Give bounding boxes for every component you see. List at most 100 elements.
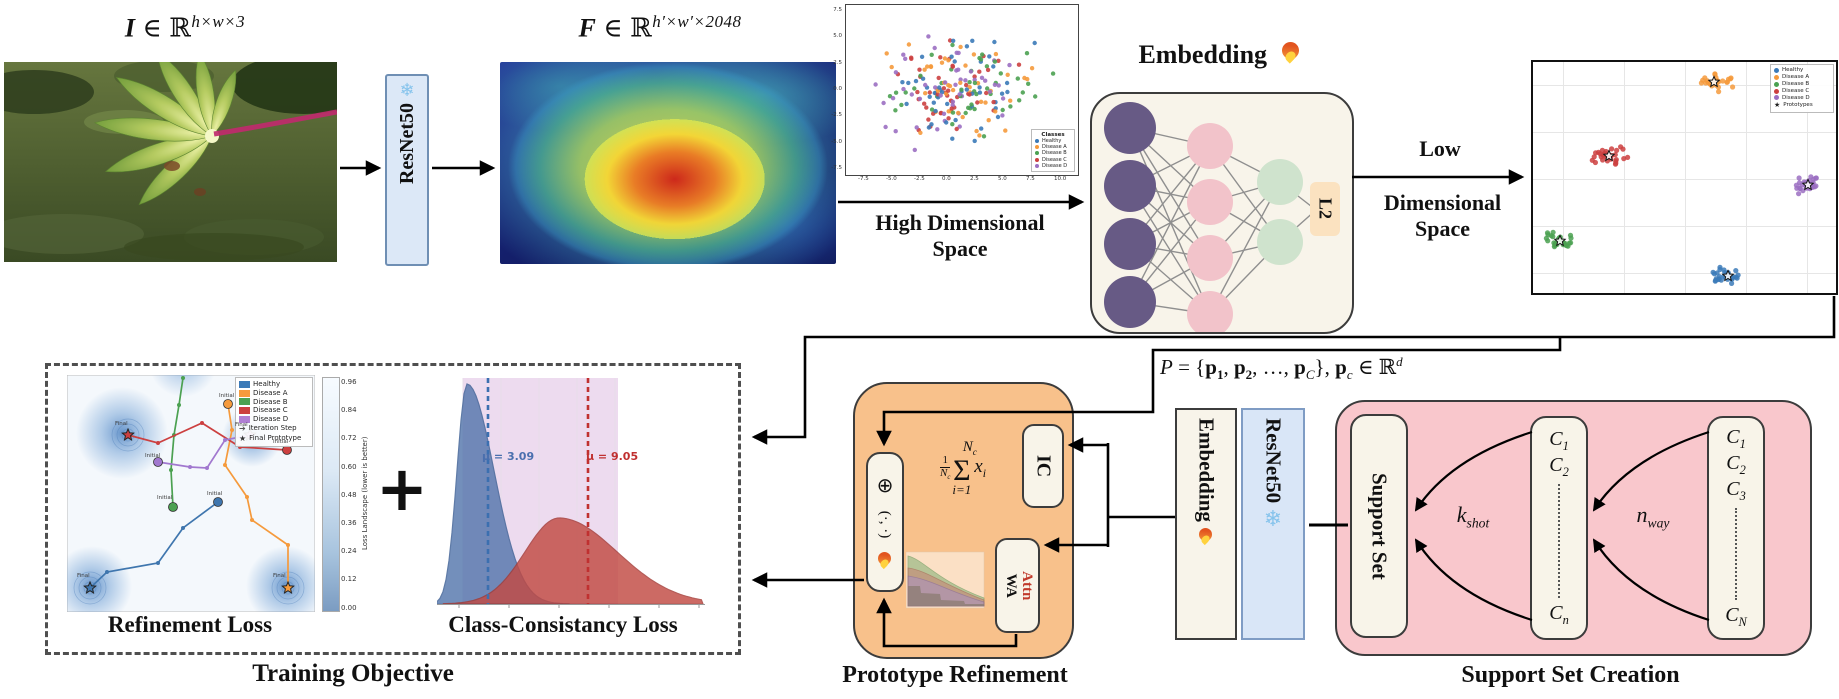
trajectory-annotation: Initial bbox=[207, 491, 223, 497]
x-tick: 10.0 bbox=[1054, 176, 1067, 182]
resnet50-frozen-block: ❄ ResNet50 bbox=[385, 74, 429, 266]
mean-fraction: 1 Nc bbox=[940, 453, 951, 481]
embedding-bar: Embedding bbox=[1175, 408, 1237, 640]
resnet50-bar: ResNet50 ❄ bbox=[1241, 408, 1305, 640]
x-tick: 0.0 bbox=[942, 176, 951, 182]
x-tick: 7.5 bbox=[1026, 176, 1035, 182]
legend-item: Disease D bbox=[1774, 95, 1830, 102]
input-tensor-label: I ∈ ℝh×w×3 bbox=[124, 12, 246, 43]
legend-item: Disease A bbox=[1035, 144, 1071, 150]
legend-item: Disease C bbox=[1774, 88, 1830, 95]
prototype-set-formula: P = {p1, p2, …, pC}, pc ∈ ℝd bbox=[1160, 354, 1403, 383]
resnet50-bar-label: ResNet50 bbox=[1261, 418, 1286, 504]
legend-item: Healthy bbox=[1774, 67, 1830, 74]
trajectory-annotation: Final bbox=[235, 422, 248, 428]
embedding-network-box: L2 bbox=[1090, 92, 1354, 334]
trajectory-annotation: Initial bbox=[219, 393, 235, 399]
support-set-pill: Support Set bbox=[1350, 414, 1408, 638]
lowdim-arrow-label-line1: Low bbox=[1419, 136, 1461, 161]
refinement-loss-plot: Healthy Disease A Disease B Disease C Diseas… bbox=[52, 329, 326, 626]
y-tick: 2.5 bbox=[833, 59, 842, 66]
x-tick: 2.5 bbox=[970, 176, 979, 182]
loss-colorbar-label: Loss Landscape (lower is better) bbox=[361, 436, 369, 551]
highdim-legend: Classes Healthy Disease A Disease B Disease… bbox=[1031, 128, 1075, 172]
class-entry: C2 bbox=[1549, 454, 1569, 479]
trajectory-annotation: Final bbox=[77, 573, 90, 579]
class-entry: C2 bbox=[1726, 452, 1746, 477]
legend-item: Healthy bbox=[1035, 138, 1071, 144]
trajectory-annotation: Initial bbox=[157, 495, 173, 501]
flame-icon bbox=[1282, 42, 1302, 66]
highdim-x-axis: -7.5 -5.0 -2.5 0.0 2.5 5.0 7.5 10.0 bbox=[846, 176, 1078, 184]
colorbar-tick: 0.72 bbox=[341, 434, 357, 443]
y-tick: 5.0 bbox=[833, 33, 842, 40]
legend-item: Disease C bbox=[1035, 157, 1071, 163]
class-entry: Cn bbox=[1549, 602, 1569, 627]
y-tick: -5.0 bbox=[831, 138, 842, 145]
colorbar-tick: 0.48 bbox=[341, 490, 357, 499]
highdim-y-axis: 7.5 5.0 2.5 0.0 -2.5 -5.0 -7.5 bbox=[827, 5, 844, 175]
legend-item: Disease B bbox=[239, 398, 309, 407]
lowdim-arrow-label: Dimensional Space bbox=[1355, 190, 1530, 243]
colorbar-tick: 0.96 bbox=[341, 378, 357, 386]
support-set-label: Support Set bbox=[1367, 472, 1392, 580]
legend-item: ★ Final Prototype bbox=[239, 433, 302, 443]
training-objective-caption: Training Objective bbox=[252, 660, 454, 687]
legend-item: Disease A bbox=[239, 389, 309, 398]
prototype-refinement-caption: Prototype Refinement bbox=[842, 662, 1068, 688]
loss-colorbar-ticks: 0.96 0.84 0.72 0.60 0.48 0.36 0.24 0.12 0.00 bbox=[341, 377, 371, 612]
class-entry: C1 bbox=[1549, 428, 1569, 453]
plus-operator: + bbox=[376, 452, 428, 525]
colorbar-tick: 0.12 bbox=[341, 575, 357, 584]
class-consistency-plot bbox=[436, 372, 707, 615]
ic-label: IC bbox=[1032, 454, 1055, 478]
legend-item: Healthy bbox=[239, 380, 309, 389]
sampled-classes-column: C1 C2 Cn bbox=[1530, 416, 1588, 640]
flame-icon bbox=[878, 552, 893, 571]
legend-item: Disease D bbox=[1035, 163, 1071, 169]
resnet50-label: ResNet50 bbox=[395, 103, 418, 185]
highdim-points bbox=[873, 34, 1056, 153]
leaf-photo-illustration bbox=[0, 51, 376, 262]
y-tick: -2.5 bbox=[831, 112, 842, 119]
x-tick: 5.0 bbox=[998, 176, 1007, 182]
embedding-bar-label: Embedding bbox=[1194, 418, 1219, 522]
loss-colorbar bbox=[322, 377, 340, 612]
highdim-arrow-label-line2: Space bbox=[932, 236, 988, 262]
training-objective-box bbox=[45, 363, 741, 655]
refinement-legend: Healthy Disease A Disease B Disease C Diseas… bbox=[235, 377, 313, 447]
y-tick: 0.0 bbox=[833, 85, 842, 92]
l2-label: L2 bbox=[1315, 198, 1336, 220]
trajectory-annotation: Initial bbox=[273, 439, 289, 445]
legend-item: Disease A bbox=[1774, 74, 1830, 81]
legend-item: ➔ Iteration Step bbox=[239, 423, 297, 433]
ellipsis-dots bbox=[1735, 508, 1737, 600]
similarity-pair-icon: (·, ·) bbox=[877, 510, 894, 539]
feature-tensor-label: F ∈ ℝh′×w′×2048 bbox=[578, 12, 742, 43]
class-entry: C3 bbox=[1726, 478, 1746, 503]
aggregation-pill: ⊕ (·, ·) bbox=[866, 452, 904, 592]
all-classes-column: C1 C2 C3 CN bbox=[1707, 416, 1765, 640]
class-entry: CN bbox=[1725, 604, 1747, 629]
legend-item: Disease B bbox=[1035, 150, 1071, 156]
feature-heatmap-image bbox=[500, 62, 836, 264]
summation: Nc Σ i=1 bbox=[952, 439, 977, 497]
highdim-scatter-plot: 7.5 5.0 2.5 0.0 -2.5 -5.0 -7.5 -7.5 -5.0 -2.5 0.0… bbox=[831, 4, 1079, 182]
mu-label-intra: μ = 3.09 bbox=[482, 450, 535, 463]
attention-distribution-thumbnail bbox=[905, 546, 988, 612]
mu-label-inter: μ = 9.05 bbox=[586, 450, 639, 463]
wa-label: WA bbox=[1002, 573, 1019, 598]
colorbar-tick: 0.60 bbox=[341, 462, 357, 471]
lowdim-arrow-label-line3: Space bbox=[1415, 216, 1470, 242]
k-shot-label: kshot bbox=[1456, 502, 1490, 531]
attention-weighted-average-block: Attn WA bbox=[995, 538, 1040, 633]
oplus-icon: ⊕ bbox=[876, 473, 894, 497]
legend-item: Disease C bbox=[239, 406, 309, 415]
attn-label: Attn bbox=[1018, 570, 1035, 601]
support-set-creation-caption: Support Set Creation bbox=[1461, 662, 1680, 688]
trajectory-annotation: Initial bbox=[145, 453, 161, 459]
snowflake-icon: ❄ bbox=[399, 80, 415, 101]
x-tick: -5.0 bbox=[886, 176, 897, 182]
lowdim-arrow-label-line2: Dimensional bbox=[1383, 190, 1502, 215]
embedding-title: Embedding bbox=[1095, 40, 1345, 70]
